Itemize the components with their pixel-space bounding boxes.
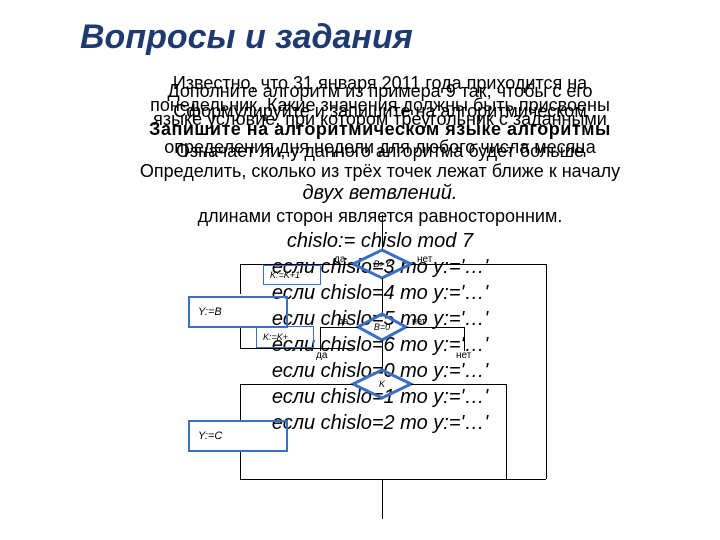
task-text-stack-4: Определить, сколько из трёх точек лежат … bbox=[100, 160, 660, 204]
code-line: если chislo=6 то у:='…' bbox=[100, 334, 660, 356]
page-title: Вопросы и задания bbox=[80, 18, 413, 57]
flow-line bbox=[382, 340, 383, 370]
code-line: если chislo=1 то у:='…' bbox=[100, 386, 660, 408]
code-line: если chislo=5 то у:='…' bbox=[100, 308, 660, 330]
rect-label: Y:=B bbox=[190, 298, 286, 318]
label-da: да bbox=[338, 316, 348, 326]
rect-label: K:=K+1 bbox=[264, 266, 320, 281]
flow-line bbox=[240, 264, 241, 294]
text-line: Дополните алгоритм из примера 9 так, что… bbox=[100, 80, 660, 102]
flow-line bbox=[406, 327, 464, 328]
flow-line bbox=[320, 327, 321, 351]
flow-line bbox=[382, 479, 506, 480]
text-line: длинами сторон является равносторонним. bbox=[100, 205, 660, 227]
flow-line bbox=[240, 384, 241, 420]
code-line: если chislo=4 то у:='…' bbox=[100, 282, 660, 304]
label-da: да bbox=[316, 350, 327, 361]
code-line: если chislo=3 то у:='…' bbox=[100, 256, 660, 278]
text-line: двух ветвлений. bbox=[100, 182, 660, 204]
label-net: нет bbox=[412, 316, 426, 326]
rect-y-b: Y:=B bbox=[188, 296, 288, 328]
rect-kkplus: K:=K+ bbox=[256, 326, 314, 348]
flow-line bbox=[506, 384, 507, 479]
rect-label: Y:=C bbox=[190, 422, 286, 442]
text-line: Определить, сколько из трёх точек лежат … bbox=[100, 160, 660, 182]
task-text-stack-3e: Означает ли, у данного алгоритма будет б… bbox=[100, 140, 660, 162]
flow-line bbox=[320, 327, 358, 328]
flow-line bbox=[240, 452, 241, 479]
code-block: chislo:= chislo mod 7 если chislo=3 то у… bbox=[100, 230, 660, 434]
flow-line bbox=[546, 264, 547, 479]
flow-line bbox=[411, 384, 506, 385]
code-line: если chislo=2 то у:='…' bbox=[100, 412, 660, 434]
task-text-stack-2: Дополните алгоритм из примера 9 так, что… bbox=[100, 80, 660, 102]
flow-line bbox=[382, 479, 383, 519]
rect-y-c: Y:=C bbox=[188, 420, 288, 452]
flow-line bbox=[382, 278, 383, 314]
flow-line bbox=[382, 215, 383, 250]
flow-line bbox=[240, 348, 353, 349]
task-text-stack-5: длинами сторон является равносторонним. bbox=[100, 205, 660, 227]
label-net: нет bbox=[456, 350, 471, 361]
rect-kk1-ghost: K:=K+1 bbox=[263, 265, 321, 285]
flow-line bbox=[411, 264, 546, 265]
flow-line bbox=[240, 384, 353, 385]
code-line: если chislo=0 то у:='…' bbox=[100, 360, 660, 382]
code-line: chislo:= chislo mod 7 bbox=[100, 230, 660, 252]
text-line: Означает ли, у данного алгоритма будет б… bbox=[100, 140, 660, 162]
flow-line bbox=[464, 327, 465, 351]
rect-label: K:=K+ bbox=[257, 327, 313, 343]
flow-line bbox=[240, 328, 241, 348]
